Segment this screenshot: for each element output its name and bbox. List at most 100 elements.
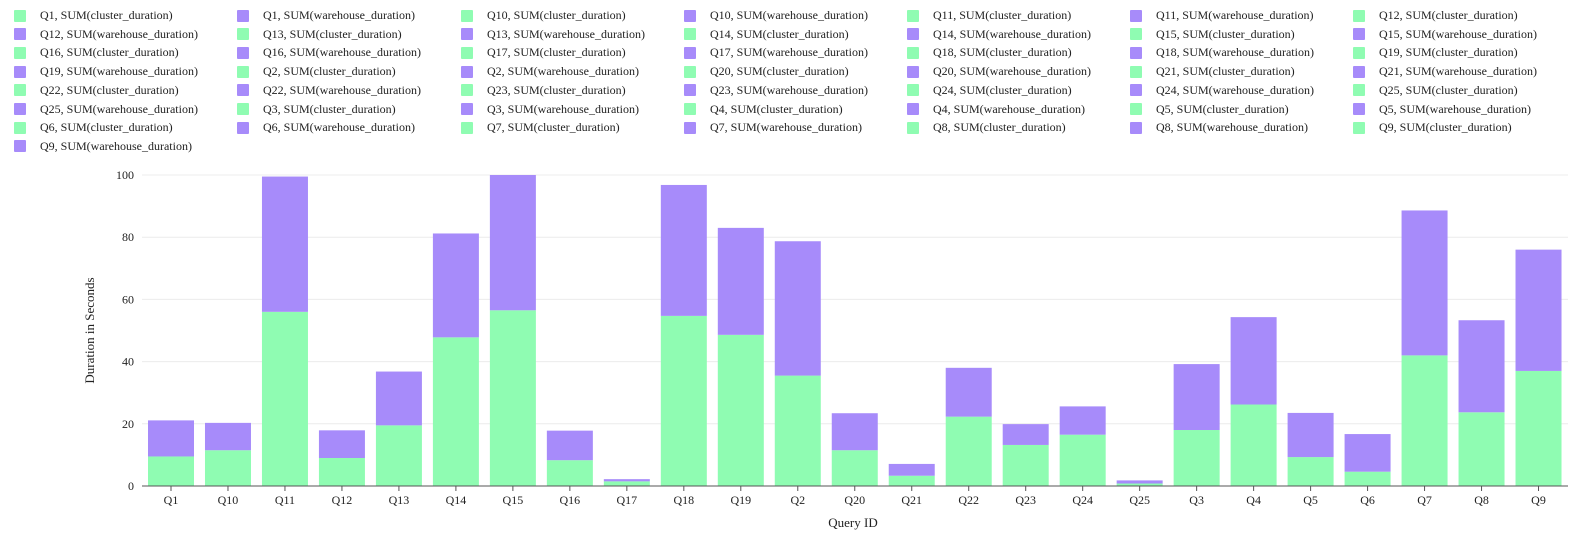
bar-cluster-Q21[interactable] xyxy=(888,475,935,486)
legend-item[interactable]: Q11, SUM(warehouse_duration) xyxy=(1130,6,1314,25)
bar-warehouse-Q10[interactable] xyxy=(204,422,251,451)
legend-item[interactable]: Q4, SUM(warehouse_duration) xyxy=(907,100,1085,119)
legend-item[interactable]: Q5, SUM(cluster_duration) xyxy=(1130,100,1289,119)
bar-cluster-Q14[interactable] xyxy=(432,337,479,486)
legend-item[interactable]: Q1, SUM(warehouse_duration) xyxy=(237,6,415,25)
bar-warehouse-Q1[interactable] xyxy=(148,420,194,457)
bar-cluster-Q22[interactable] xyxy=(945,416,992,486)
legend-item[interactable]: Q2, SUM(warehouse_duration) xyxy=(461,62,639,81)
bar-cluster-Q19[interactable] xyxy=(717,334,764,486)
bar-warehouse-Q7[interactable] xyxy=(1401,210,1448,356)
legend-item[interactable]: Q3, SUM(warehouse_duration) xyxy=(461,100,639,119)
legend-item[interactable]: Q24, SUM(warehouse_duration) xyxy=(1130,81,1314,100)
legend-item[interactable]: Q2, SUM(cluster_duration) xyxy=(237,62,396,81)
legend-item[interactable]: Q13, SUM(warehouse_duration) xyxy=(461,25,645,44)
legend-item[interactable]: Q11, SUM(cluster_duration) xyxy=(907,6,1071,25)
bar-warehouse-Q3[interactable] xyxy=(1173,364,1220,431)
legend-item[interactable]: Q16, SUM(cluster_duration) xyxy=(14,43,179,62)
legend-item[interactable]: Q17, SUM(cluster_duration) xyxy=(461,43,626,62)
bar-cluster-Q20[interactable] xyxy=(831,450,878,486)
legend-item[interactable]: Q9, SUM(cluster_duration) xyxy=(1353,118,1512,137)
bar-warehouse-Q2[interactable] xyxy=(774,241,821,376)
legend-item[interactable]: Q12, SUM(cluster_duration) xyxy=(1353,6,1518,25)
bar-cluster-Q25[interactable] xyxy=(1116,483,1163,486)
bar-cluster-Q11[interactable] xyxy=(261,311,308,486)
legend-item[interactable]: Q15, SUM(warehouse_duration) xyxy=(1353,25,1537,44)
legend-item[interactable]: Q21, SUM(warehouse_duration) xyxy=(1353,62,1537,81)
bar-cluster-Q5[interactable] xyxy=(1287,457,1334,486)
legend-item[interactable]: Q19, SUM(warehouse_duration) xyxy=(14,62,198,81)
legend-item[interactable]: Q12, SUM(warehouse_duration) xyxy=(14,25,198,44)
bar-warehouse-Q8[interactable] xyxy=(1458,320,1505,413)
legend-item[interactable]: Q16, SUM(warehouse_duration) xyxy=(237,43,421,62)
bar-cluster-Q1[interactable] xyxy=(148,456,194,486)
bar-warehouse-Q12[interactable] xyxy=(318,430,365,459)
legend-item[interactable]: Q20, SUM(warehouse_duration) xyxy=(907,62,1091,81)
bar-cluster-Q23[interactable] xyxy=(1002,444,1049,486)
legend-item[interactable]: Q9, SUM(warehouse_duration) xyxy=(14,137,192,156)
legend-item[interactable]: Q20, SUM(cluster_duration) xyxy=(684,62,849,81)
legend-item[interactable]: Q23, SUM(warehouse_duration) xyxy=(684,81,868,100)
legend-item[interactable]: Q22, SUM(cluster_duration) xyxy=(14,81,179,100)
bar-cluster-Q12[interactable] xyxy=(318,458,365,486)
legend-item[interactable]: Q1, SUM(cluster_duration) xyxy=(14,6,173,25)
bar-warehouse-Q13[interactable] xyxy=(375,371,422,426)
bar-cluster-Q7[interactable] xyxy=(1401,355,1448,486)
bar-warehouse-Q18[interactable] xyxy=(660,184,707,316)
bar-cluster-Q24[interactable] xyxy=(1059,434,1106,486)
legend-item[interactable]: Q14, SUM(warehouse_duration) xyxy=(907,25,1091,44)
bar-cluster-Q18[interactable] xyxy=(660,315,707,486)
legend-item[interactable]: Q10, SUM(cluster_duration) xyxy=(461,6,626,25)
bar-warehouse-Q16[interactable] xyxy=(546,430,593,461)
bar-warehouse-Q11[interactable] xyxy=(261,176,308,312)
legend-item[interactable]: Q4, SUM(cluster_duration) xyxy=(684,100,843,119)
bar-warehouse-Q25[interactable] xyxy=(1116,480,1163,484)
legend-item[interactable]: Q6, SUM(cluster_duration) xyxy=(14,118,173,137)
legend-item[interactable]: Q13, SUM(cluster_duration) xyxy=(237,25,402,44)
legend-item[interactable]: Q10, SUM(warehouse_duration) xyxy=(684,6,868,25)
bar-warehouse-Q22[interactable] xyxy=(945,367,992,417)
legend-item[interactable]: Q23, SUM(cluster_duration) xyxy=(461,81,626,100)
bar-cluster-Q3[interactable] xyxy=(1173,430,1220,486)
legend-item[interactable]: Q18, SUM(warehouse_duration) xyxy=(1130,43,1314,62)
bar-cluster-Q13[interactable] xyxy=(375,425,422,486)
legend-item[interactable]: Q8, SUM(cluster_duration) xyxy=(907,118,1066,137)
bar-cluster-Q8[interactable] xyxy=(1458,412,1505,486)
legend-item[interactable]: Q21, SUM(cluster_duration) xyxy=(1130,62,1295,81)
legend-item[interactable]: Q18, SUM(cluster_duration) xyxy=(907,43,1072,62)
bar-warehouse-Q24[interactable] xyxy=(1059,406,1106,435)
bar-cluster-Q4[interactable] xyxy=(1230,404,1277,486)
bar-cluster-Q9[interactable] xyxy=(1515,370,1562,486)
legend-item[interactable]: Q8, SUM(warehouse_duration) xyxy=(1130,118,1308,137)
legend-item[interactable]: Q7, SUM(cluster_duration) xyxy=(461,118,620,137)
legend-item[interactable]: Q24, SUM(cluster_duration) xyxy=(907,81,1072,100)
bar-cluster-Q6[interactable] xyxy=(1344,471,1391,486)
legend-item[interactable]: Q25, SUM(warehouse_duration) xyxy=(14,100,198,119)
legend-item[interactable]: Q14, SUM(cluster_duration) xyxy=(684,25,849,44)
bar-cluster-Q17[interactable] xyxy=(603,481,650,486)
bar-warehouse-Q19[interactable] xyxy=(717,227,764,335)
legend-item[interactable]: Q6, SUM(warehouse_duration) xyxy=(237,118,415,137)
bar-warehouse-Q5[interactable] xyxy=(1287,412,1334,458)
bar-warehouse-Q4[interactable] xyxy=(1230,317,1277,405)
bar-cluster-Q10[interactable] xyxy=(204,450,251,486)
legend-item[interactable]: Q15, SUM(cluster_duration) xyxy=(1130,25,1295,44)
bar-warehouse-Q21[interactable] xyxy=(888,463,935,476)
bar-warehouse-Q6[interactable] xyxy=(1344,434,1391,472)
bar-warehouse-Q20[interactable] xyxy=(831,413,878,451)
legend-item[interactable]: Q17, SUM(warehouse_duration) xyxy=(684,43,868,62)
bar-cluster-Q2[interactable] xyxy=(774,375,821,486)
legend-item[interactable]: Q19, SUM(cluster_duration) xyxy=(1353,43,1518,62)
legend-item[interactable]: Q7, SUM(warehouse_duration) xyxy=(684,118,862,137)
legend-item[interactable]: Q3, SUM(cluster_duration) xyxy=(237,100,396,119)
bar-warehouse-Q15[interactable] xyxy=(489,175,536,311)
bar-warehouse-Q23[interactable] xyxy=(1002,424,1049,445)
bar-warehouse-Q17[interactable] xyxy=(603,479,650,482)
bar-cluster-Q15[interactable] xyxy=(489,310,536,486)
bar-warehouse-Q9[interactable] xyxy=(1515,249,1562,371)
bar-cluster-Q16[interactable] xyxy=(546,460,593,486)
bar-warehouse-Q14[interactable] xyxy=(432,233,479,338)
legend-item[interactable]: Q25, SUM(cluster_duration) xyxy=(1353,81,1518,100)
legend-item[interactable]: Q5, SUM(warehouse_duration) xyxy=(1353,100,1531,119)
legend-item[interactable]: Q22, SUM(warehouse_duration) xyxy=(237,81,421,100)
